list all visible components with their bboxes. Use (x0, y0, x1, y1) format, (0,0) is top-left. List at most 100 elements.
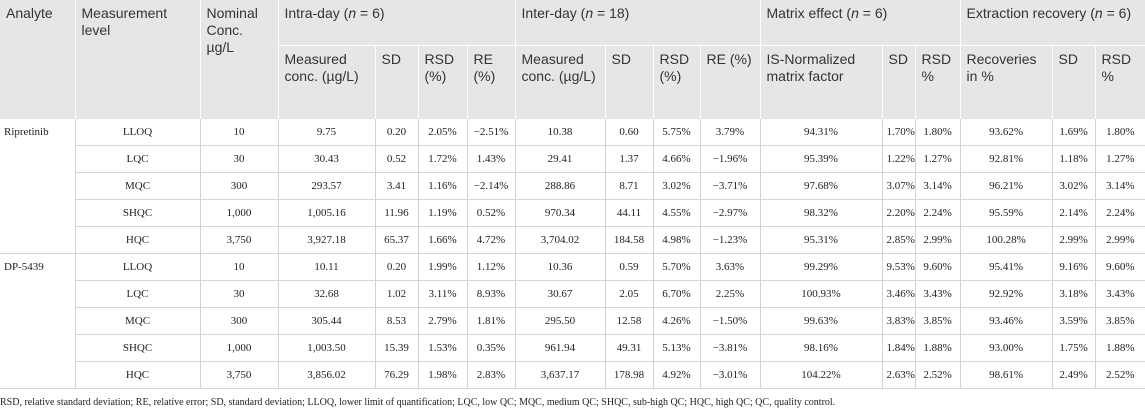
cell: SHQC (74, 334, 200, 362)
cell: 4.66% (652, 145, 701, 173)
cell: 1.12% (466, 253, 516, 281)
cell: 100.93% (759, 280, 883, 308)
cell: 0.59 (604, 253, 654, 281)
cell: 1.88% (1094, 334, 1145, 362)
cell: MQC (74, 172, 200, 200)
cell: 3,856.02 (277, 361, 375, 389)
cell: 9.16% (1051, 253, 1096, 281)
header-text: = 6) (858, 5, 888, 21)
cell: LLOQ (74, 119, 200, 146)
cell: 92.81% (959, 145, 1053, 173)
header-text: Inter-day ( (521, 5, 586, 21)
cell: 3.18% (1051, 280, 1096, 308)
cell: 2.85% (881, 226, 916, 254)
cell: 30 (199, 145, 278, 173)
cell: 3.43% (914, 280, 961, 308)
cell: 1,000 (199, 334, 278, 362)
header-variable: n (1094, 5, 1103, 21)
header-text: = 18) (593, 5, 630, 21)
cell: 10.11 (277, 253, 375, 281)
cell: 4.26% (652, 307, 701, 335)
cell: 5.75% (652, 119, 701, 146)
cell: 1.27% (1094, 145, 1145, 173)
cell: 94.31% (759, 119, 883, 146)
cell: 1.37 (604, 145, 654, 173)
cell: 104.22% (759, 361, 883, 389)
cell: 10.36 (514, 253, 606, 281)
cell: 95.31% (759, 226, 883, 254)
cell: 1.16% (417, 172, 467, 200)
cell: 300 (199, 172, 278, 200)
cell: 288.86 (514, 172, 606, 200)
cell: LQC (74, 145, 200, 173)
footnote: RSD, relative standard deviation; RE, re… (0, 397, 836, 408)
cell: 2.83% (466, 361, 516, 389)
cell: −2.51% (466, 119, 516, 146)
cell: 2.52% (1094, 361, 1145, 389)
cell: 1.75% (1051, 334, 1096, 362)
table-row: DP-5439 LLOQ 10 10.11 0.20 1.99% 1.12% 10.36 0.5… (0, 253, 1145, 389)
cell: LQC (74, 280, 200, 308)
column-header: Inter-day (n = 18) (514, 0, 761, 46)
cell: −3.71% (699, 172, 761, 200)
cell: MQC (74, 307, 200, 335)
header-text: Analyte (6, 5, 53, 21)
cell: 49.31 (604, 334, 654, 362)
cell: 1.80% (1094, 119, 1145, 146)
header-text: = 6) (1102, 5, 1132, 21)
cell: 96.21% (959, 172, 1053, 200)
cell: 1.66% (417, 226, 467, 254)
cell: 0.20 (374, 119, 418, 146)
cell: 3.14% (914, 172, 961, 200)
data-table: Analyte Measurement level Nominal Conc. µg… (0, 0, 1145, 389)
sub-header: RSD (%) (417, 45, 467, 119)
table-row: Ripretinib LLOQ 10 9.75 0.20 2.05% −2.51% 10.38… (0, 119, 1145, 254)
cell: −2.14% (466, 172, 516, 200)
cell: 0.35% (466, 334, 516, 362)
cell: 95.59% (959, 199, 1053, 227)
cell: 2.05 (604, 280, 654, 308)
cell: 3,750 (199, 361, 278, 389)
table-header: Analyte Measurement level Nominal Conc. µg… (0, 0, 1145, 119)
cell: 6.70% (652, 280, 701, 308)
header-text: = 6) (356, 5, 385, 21)
table-row: MQC 300 293.57 3.41 1.16% −2.14% 288.86 8.71 3.0… (0, 172, 1145, 200)
sub-header: Measured conc. (µg/L) (514, 45, 606, 119)
sub-header: SD (374, 45, 418, 119)
cell: 98.32% (759, 199, 883, 227)
cell: 3.85% (914, 307, 961, 335)
cell: 98.16% (759, 334, 883, 362)
cell: 1.99% (417, 253, 467, 281)
cell: 961.94 (514, 334, 606, 362)
cell: 76.29 (374, 361, 418, 389)
cell: 95.41% (959, 253, 1053, 281)
cell: 3.85% (1094, 307, 1145, 335)
cell: 9.60% (914, 253, 961, 281)
sub-header: Recoveries in % (959, 45, 1053, 119)
header-variable: n (851, 5, 859, 21)
table-body: Ripretinib LLOQ 10 9.75 0.20 2.05% −2.51% 10.38… (0, 119, 1145, 389)
cell: 295.50 (514, 307, 606, 335)
cell: 3.63% (699, 253, 761, 281)
header-text: Extraction recovery ( (966, 5, 1095, 21)
cell: 92.92% (959, 280, 1053, 308)
cell: 2.52% (914, 361, 961, 389)
cell: 3.14% (1094, 172, 1145, 200)
cell: 1.84% (881, 334, 916, 362)
cell: 0.20 (374, 253, 418, 281)
cell: 1.18% (1051, 145, 1096, 173)
cell: −3.81% (699, 334, 761, 362)
cell: 10 (199, 253, 278, 281)
sub-header: RSD (%) (652, 45, 701, 119)
cell: 2.79% (417, 307, 467, 335)
header-variable: n (585, 5, 594, 21)
cell: 5.70% (652, 253, 701, 281)
cell: 1,003.50 (277, 334, 375, 362)
header-text: Nominal Conc. µg/L (206, 5, 258, 55)
cell: 3.07% (881, 172, 916, 200)
cell: 0.52 (374, 145, 418, 173)
cell: 3.46% (881, 280, 916, 308)
cell: 184.58 (604, 226, 654, 254)
cell: 3,704.02 (514, 226, 606, 254)
cell: 30.67 (514, 280, 606, 308)
